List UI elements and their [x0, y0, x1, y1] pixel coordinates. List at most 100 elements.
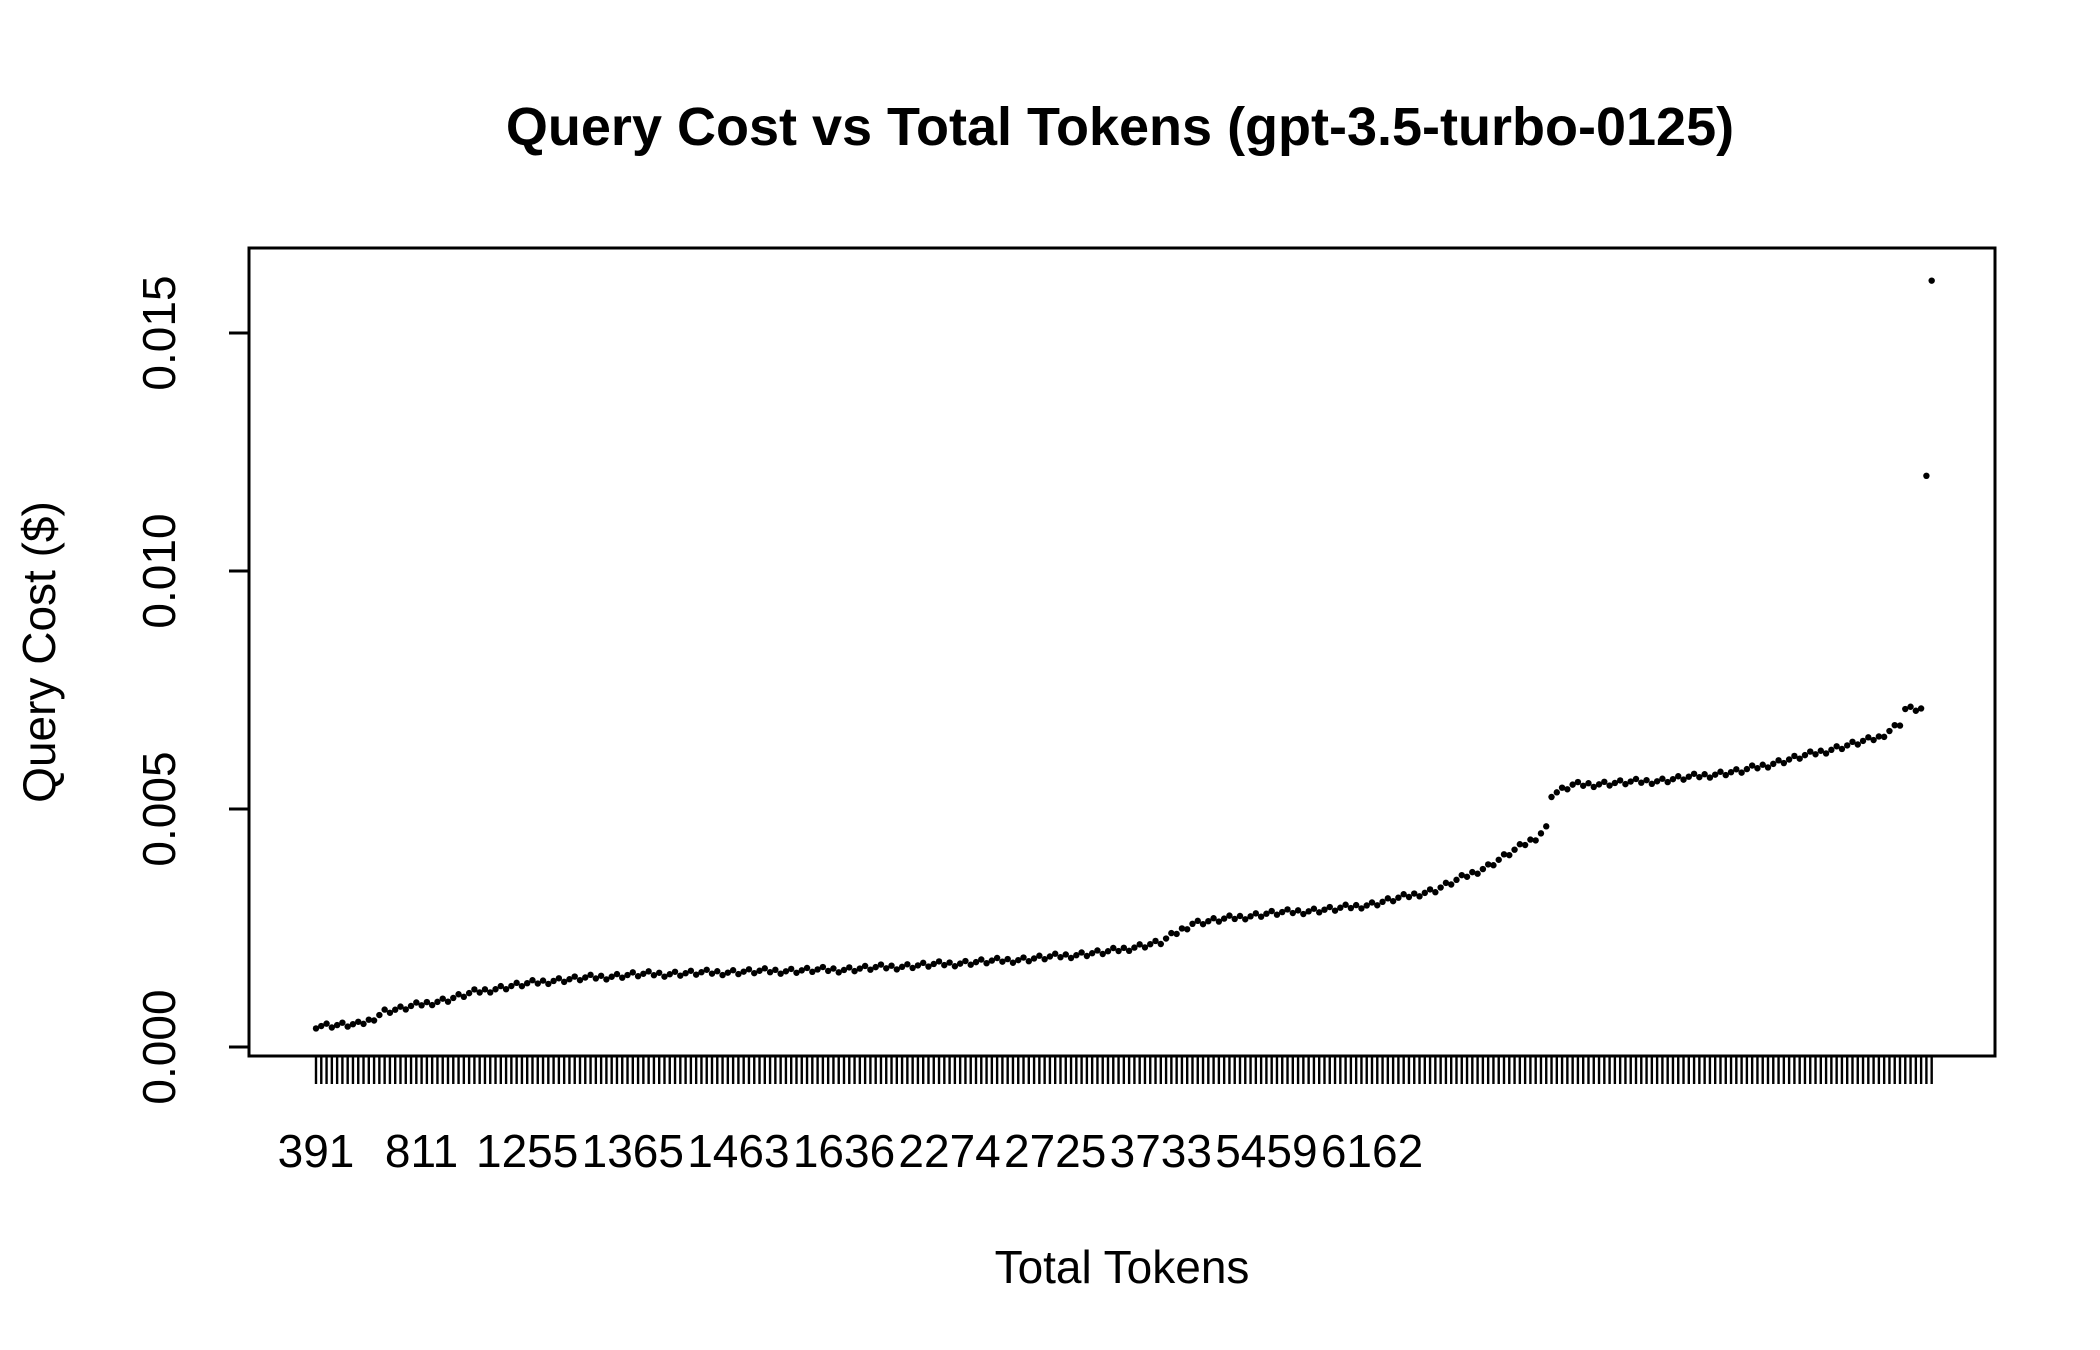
data-point — [1088, 950, 1096, 957]
data-point — [1923, 472, 1930, 479]
data-point — [402, 1006, 409, 1013]
data-point — [671, 968, 679, 975]
data-point — [1426, 886, 1434, 893]
data-point — [1833, 743, 1840, 750]
data-point — [1669, 775, 1677, 783]
data-point — [413, 999, 420, 1006]
data-point — [1891, 721, 1898, 729]
data-point — [1062, 951, 1069, 958]
data-point — [1057, 954, 1064, 961]
data-point — [888, 962, 895, 969]
data-point — [1886, 727, 1893, 735]
data-points — [312, 277, 1935, 1032]
data-point — [1120, 944, 1128, 952]
data-point — [1215, 918, 1223, 925]
data-point — [1015, 956, 1022, 964]
data-point — [1326, 903, 1333, 911]
data-point — [788, 965, 795, 973]
data-point — [1131, 944, 1138, 951]
data-point — [428, 1001, 436, 1009]
data-point — [1252, 910, 1260, 917]
data-point — [941, 961, 948, 969]
data-point — [999, 958, 1006, 965]
data-point — [1722, 771, 1729, 779]
data-point — [1754, 765, 1761, 772]
data-point — [1294, 907, 1302, 914]
data-point — [1896, 722, 1904, 729]
data-point — [1374, 902, 1381, 909]
data-point — [809, 968, 816, 976]
data-point — [1770, 760, 1777, 768]
data-point — [650, 972, 658, 979]
data-point — [1083, 952, 1091, 960]
data-point — [1236, 912, 1244, 920]
data-point — [745, 966, 753, 973]
data-point — [946, 959, 953, 966]
data-point — [698, 969, 705, 976]
data-point — [1632, 775, 1640, 783]
data-point — [349, 1020, 357, 1028]
data-point — [656, 969, 663, 976]
data-point — [1210, 915, 1217, 922]
data-point — [1685, 773, 1693, 780]
data-point — [613, 970, 621, 978]
data-point — [703, 966, 710, 973]
data-point — [1358, 905, 1365, 912]
data-point — [1220, 915, 1228, 922]
data-point — [376, 1011, 383, 1019]
data-point — [1263, 910, 1270, 917]
data-point — [756, 967, 763, 974]
data-point — [935, 958, 943, 965]
data-point — [1025, 958, 1033, 965]
data-point — [1405, 893, 1413, 901]
data-point — [1838, 745, 1846, 753]
data-point — [492, 986, 499, 993]
data-point — [840, 966, 848, 974]
data-point — [1764, 764, 1772, 771]
data-point — [1194, 917, 1201, 925]
data-point — [1305, 908, 1312, 915]
data-point — [640, 970, 647, 977]
data-point — [1189, 920, 1196, 928]
x-tick-label: 2274 — [898, 1125, 1000, 1177]
data-point — [1036, 952, 1043, 959]
data-point — [1807, 748, 1814, 755]
data-point — [497, 982, 504, 990]
data-point — [365, 1016, 372, 1023]
data-point — [1020, 954, 1027, 961]
data-point — [735, 970, 742, 978]
data-point — [1437, 884, 1444, 891]
data-point — [782, 968, 790, 975]
data-point — [951, 963, 959, 970]
data-point — [1384, 895, 1392, 902]
data-point — [1701, 771, 1708, 778]
data-point — [645, 968, 652, 975]
x-tick-label: 6162 — [1321, 1125, 1423, 1177]
data-point — [967, 961, 974, 968]
data-point — [1316, 909, 1323, 916]
data-point — [1331, 907, 1339, 914]
data-point — [962, 957, 969, 965]
data-point — [930, 960, 937, 968]
data-point — [476, 989, 483, 996]
data-point — [1690, 770, 1698, 777]
data-point — [1479, 865, 1487, 873]
data-point — [524, 979, 531, 987]
data-point — [1484, 861, 1492, 868]
data-point — [592, 975, 600, 982]
data-point — [803, 964, 811, 972]
data-point — [587, 971, 594, 979]
data-point — [1110, 944, 1117, 952]
data-point — [1865, 734, 1872, 741]
data-point — [1247, 913, 1254, 920]
data-point — [455, 991, 462, 998]
data-point — [502, 985, 510, 993]
data-point — [666, 971, 673, 978]
data-point — [407, 1002, 415, 1010]
data-point — [1067, 954, 1075, 962]
data-point — [1104, 948, 1112, 955]
data-point — [518, 982, 526, 990]
data-point — [814, 966, 821, 973]
data-point — [1337, 904, 1344, 911]
data-point — [856, 965, 864, 972]
